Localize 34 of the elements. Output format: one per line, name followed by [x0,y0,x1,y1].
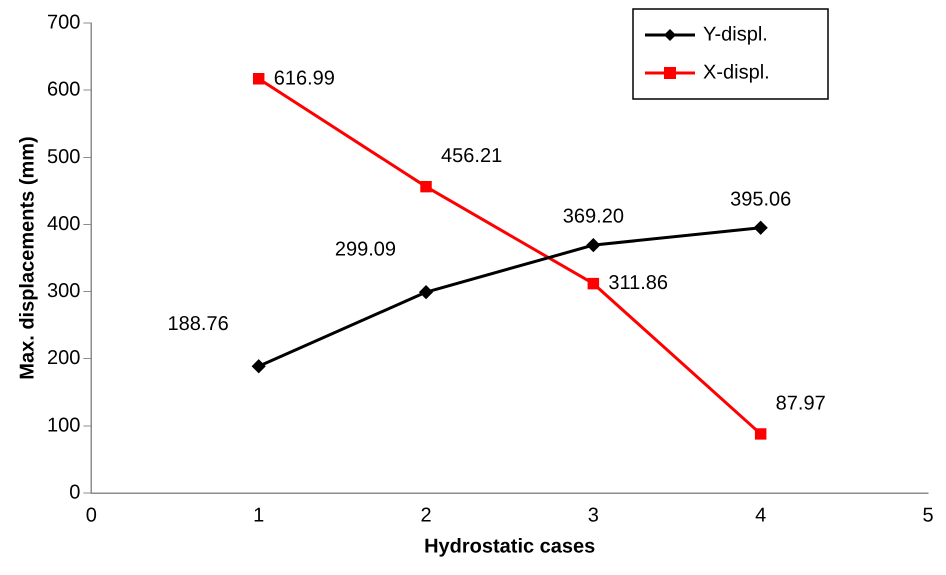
y-tick-label: 200 [46,347,80,370]
data-label: 616.99 [274,67,335,90]
y-tick-label: 600 [46,78,80,101]
y-axis-title: Max. displacements (mm) [16,136,39,380]
y-tick-label: 0 [69,482,80,504]
point [588,278,600,290]
point [420,180,432,192]
x-tick-label: 0 [86,504,97,527]
data-label: 456.21 [441,145,502,168]
data-label: 311.86 [608,272,668,294]
x-tick-label: 3 [588,504,599,527]
y-tick-label: 500 [46,146,80,168]
data-label: 87.97 [776,392,826,414]
point [754,221,768,234]
data-label: 299.09 [334,238,396,261]
x-tick-label: 2 [420,504,432,527]
point [252,72,264,84]
y-tick-label: 100 [46,414,80,436]
x-axis-title: Hydrostatic cases [424,536,596,558]
data-label: 188.76 [168,312,229,335]
legend-label: X-displ. [703,62,770,84]
x-tick-label: 4 [755,504,766,527]
legend-label: Y-displ. [703,24,768,46]
point [586,238,600,252]
y-tick-label: 400 [46,212,80,235]
point [252,360,266,373]
x-tick-label: 5 [922,504,934,527]
point [754,428,766,440]
data-label: 395.06 [730,188,792,210]
point [420,286,433,299]
x-tick-label: 1 [253,504,264,527]
y-tick-label: 300 [46,280,80,302]
y-tick-label: 700 [46,12,80,34]
data-label: 369.20 [562,206,624,228]
